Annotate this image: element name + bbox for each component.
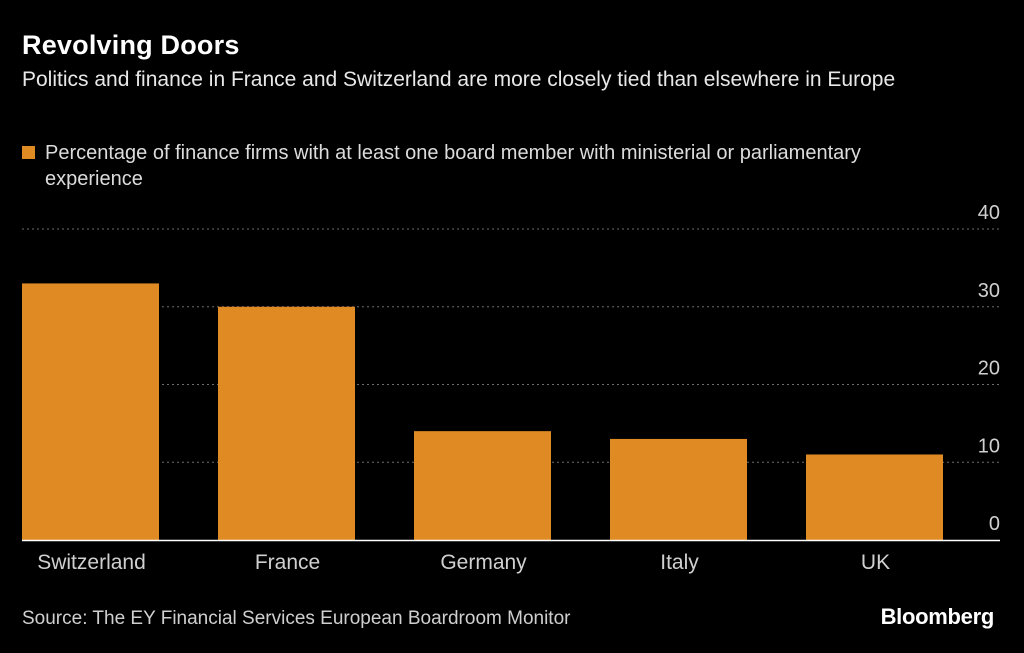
x-tick-label-uk: UK [861, 551, 890, 574]
y-tick-label-0: 0 [989, 513, 1000, 535]
x-tick-label-germany: Germany [440, 551, 527, 574]
x-tick-labels: Switzerland France Germany Italy UK [37, 551, 890, 574]
x-tick-label-italy: Italy [660, 551, 699, 574]
bars [22, 283, 943, 540]
gridlines [22, 228, 1000, 463]
y-tick-label-30: 30 [978, 280, 1000, 302]
bar-switzerland [22, 283, 159, 540]
bloomberg-logo: Bloomberg [880, 604, 995, 629]
bar-germany [414, 431, 551, 540]
y-tick-label-10: 10 [978, 435, 1000, 457]
chart-subtitle: Politics and finance in France and Switz… [22, 68, 896, 91]
y-tick-labels: 0 10 20 30 40 [978, 202, 1000, 535]
bar-uk [806, 454, 943, 540]
legend: Percentage of finance firms with at leas… [22, 140, 922, 192]
legend-label: Percentage of finance firms with at leas… [45, 142, 861, 190]
y-tick-label-20: 20 [978, 358, 1000, 380]
y-tick-label-40: 40 [978, 202, 1000, 224]
chart-title: Revolving Doors [22, 30, 240, 60]
x-tick-label-switzerland: Switzerland [37, 551, 146, 574]
bar-france [218, 306, 355, 540]
bar-italy [610, 438, 747, 540]
x-tick-label-france: France [255, 551, 320, 574]
legend-swatch [22, 146, 35, 159]
source-note: Source: The EY Financial Services Europe… [22, 608, 571, 629]
